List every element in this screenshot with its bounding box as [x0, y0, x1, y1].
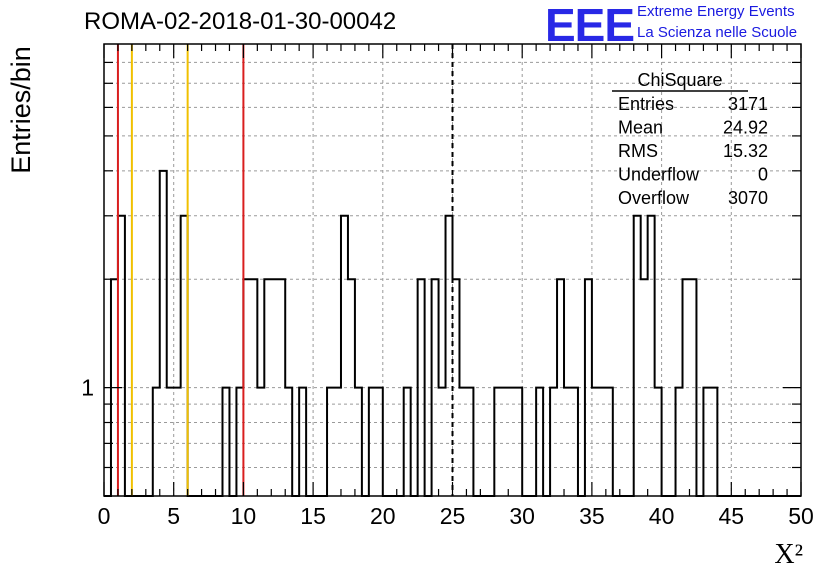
x-tick-label: 50	[788, 503, 814, 529]
stats-row-value: 24.92	[723, 118, 768, 138]
x-tick-label: 5	[167, 503, 180, 529]
stats-box: ChiSquare Entries 3171 Mean 24.92 RMS 15.32 Und…	[612, 70, 768, 208]
threshold-lines	[116, 44, 454, 496]
axis-labels: Entries/bin X²	[6, 46, 803, 570]
stats-row-label: Overflow	[618, 188, 690, 208]
stats-title: ChiSquare	[637, 70, 722, 90]
stats-row-value: 3171	[728, 94, 768, 114]
y-tick-label: 1	[81, 375, 94, 401]
axis-ticks: 0 5 10 15 20 25 30 35 40 45 50 1	[81, 44, 814, 529]
x-tick-label: 15	[300, 503, 326, 529]
x-tick-label: 0	[98, 503, 111, 529]
histogram-line	[104, 169, 801, 497]
logo-subtitle-2: La Scienza nelle Scuole	[637, 24, 798, 41]
stats-row-label: Entries	[618, 94, 674, 114]
x-tick-label: 40	[649, 503, 675, 529]
x-tick-label: 25	[440, 503, 466, 529]
stats-row-value: 0	[758, 165, 768, 185]
x-axis-label: X²	[774, 539, 803, 570]
x-tick-label: 45	[719, 503, 745, 529]
histogram-series	[104, 169, 801, 497]
y-axis-label: Entries/bin	[6, 46, 36, 174]
run-title: ROMA-02-2018-01-30-00042	[84, 8, 397, 35]
stats-row-value: 3070	[728, 188, 768, 208]
x-tick-label: 10	[231, 503, 257, 529]
stats-row-label: Mean	[618, 118, 663, 138]
eee-logo: EEE	[545, 0, 635, 51]
stats-row-label: RMS	[618, 141, 658, 161]
x-tick-label: 20	[370, 503, 396, 529]
x-tick-label: 35	[579, 503, 605, 529]
stats-row-label: Underflow	[618, 165, 700, 185]
x-tick-label: 30	[509, 503, 535, 529]
logo-subtitle-1: Extreme Energy Events	[637, 3, 795, 20]
stats-row-value: 15.32	[723, 141, 768, 161]
